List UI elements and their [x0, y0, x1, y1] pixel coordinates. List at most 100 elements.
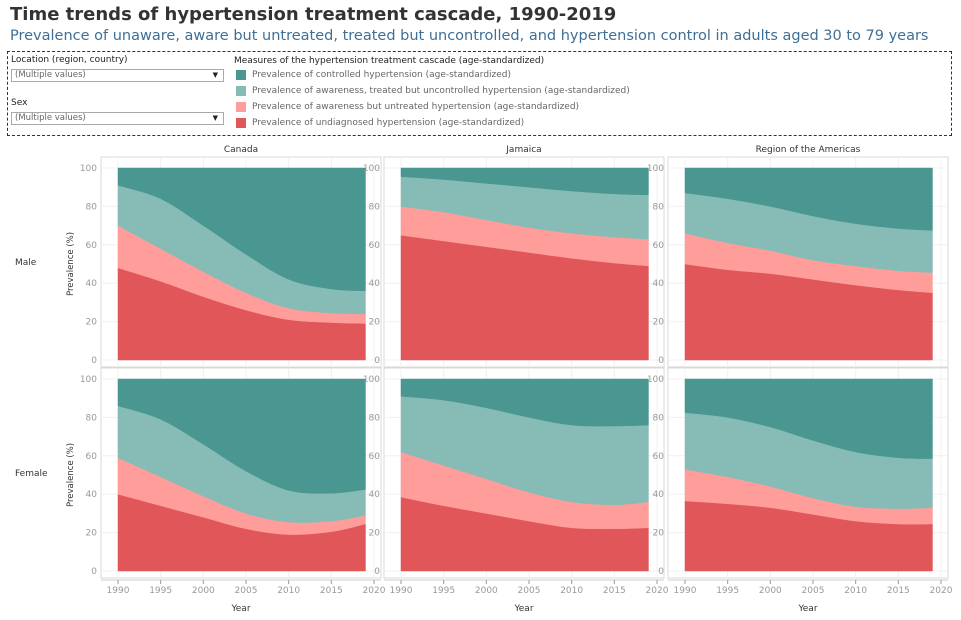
legend-title: Measures of the hypertension treatment c…	[234, 56, 545, 66]
sex-filter-label: Sex	[11, 98, 28, 108]
legend-swatch	[236, 102, 246, 112]
x-tick-label: 1990	[390, 586, 413, 596]
x-axis-title: Year	[797, 604, 817, 614]
legend-swatch	[236, 86, 246, 96]
area-controlled	[400, 378, 649, 427]
y-tick-label: 80	[653, 202, 665, 212]
area-controlled	[117, 167, 366, 292]
legend-swatch	[236, 70, 246, 80]
y-tick-label: 60	[369, 452, 381, 462]
panel-female-region-of-the-americas: 0 20 40 60 80 100 1990 1995 2000 2005 2010 2015 2020…	[647, 367, 953, 614]
y-tick-label: 40	[369, 490, 381, 500]
y-tick-label: 60	[653, 452, 665, 462]
y-axis-title: Prevalence (%)	[66, 232, 76, 296]
legend-item-untreated[interactable]: Prevalence of awareness but untreated hy…	[236, 102, 579, 112]
x-axis-title: Year	[513, 604, 533, 614]
x-tick-label: 2020	[930, 586, 953, 596]
location-filter-label: Location (region, country)	[11, 55, 128, 65]
y-tick-label: 60	[86, 452, 98, 462]
row-header: Male	[15, 258, 37, 268]
x-tick-label: 2020	[363, 586, 386, 596]
y-tick-label: 40	[86, 490, 98, 500]
page-title: Time trends of hypertension treatment ca…	[10, 4, 617, 25]
row-header: Female	[15, 469, 48, 479]
y-tick-label: 40	[369, 279, 381, 289]
area-controlled	[400, 167, 649, 196]
sex-dropdown-value: (Multiple values)	[15, 113, 86, 123]
y-tick-label: 20	[653, 529, 665, 539]
page-subtitle: Prevalence of unaware, aware but untreat…	[10, 28, 929, 44]
x-tick-label: 1990	[674, 586, 697, 596]
y-tick-label: 60	[86, 241, 98, 251]
column-header: Jamaica	[505, 145, 541, 155]
x-tick-label: 2015	[320, 586, 343, 596]
y-tick-label: 20	[86, 529, 98, 539]
y-tick-label: 100	[647, 375, 664, 385]
x-tick-label: 1990	[107, 586, 130, 596]
legend-item-uncontrolled[interactable]: Prevalence of awareness, treated but unc…	[236, 86, 630, 96]
x-tick-label: 2000	[759, 586, 782, 596]
y-tick-label: 60	[369, 241, 381, 251]
column-header: Canada	[224, 145, 258, 155]
panel-male-canada: 0 20 40 60 80 100	[80, 156, 382, 368]
legend-label: Prevalence of awareness but untreated hy…	[252, 102, 580, 112]
y-tick-label: 20	[369, 318, 381, 328]
legend-label: Prevalence of awareness, treated but unc…	[252, 86, 630, 96]
column-header: Region of the Americas	[756, 145, 861, 155]
y-tick-label: 80	[86, 413, 98, 423]
sex-dropdown[interactable]: (Multiple values) ▼	[11, 112, 224, 125]
y-tick-label: 100	[363, 375, 380, 385]
y-tick-label: 100	[647, 164, 664, 174]
x-tick-label: 2020	[646, 586, 669, 596]
y-tick-label: 0	[91, 567, 97, 577]
y-tick-label: 20	[86, 318, 98, 328]
panel-male-jamaica: 0 20 40 60 80 100	[363, 156, 665, 368]
y-tick-label: 100	[80, 375, 97, 385]
x-tick-label: 2010	[560, 586, 583, 596]
y-tick-label: 40	[653, 279, 665, 289]
x-tick-label: 2005	[802, 586, 825, 596]
y-tick-label: 0	[374, 567, 380, 577]
panel-male-region-of-the-americas: 0 20 40 60 80 100	[647, 156, 949, 368]
x-tick-label: 1995	[149, 586, 172, 596]
y-tick-label: 80	[369, 202, 381, 212]
x-tick-label: 2015	[887, 586, 910, 596]
y-tick-label: 0	[658, 356, 664, 366]
y-tick-label: 0	[91, 356, 97, 366]
legend-label: Prevalence of controlled hypertension (a…	[252, 70, 512, 80]
legend-item-undiagnosed[interactable]: Prevalence of undiagnosed hypertension (…	[236, 118, 524, 128]
chevron-down-icon: ▼	[212, 71, 218, 79]
x-tick-label: 1995	[432, 586, 455, 596]
chevron-down-icon: ▼	[212, 114, 218, 122]
filter-panel: Location (region, country) (Multiple val…	[7, 51, 952, 136]
y-tick-label: 100	[80, 164, 97, 174]
legend-swatch	[236, 118, 246, 128]
location-dropdown[interactable]: (Multiple values) ▼	[11, 69, 224, 82]
x-tick-label: 1995	[716, 586, 739, 596]
y-tick-label: 0	[374, 356, 380, 366]
y-tick-label: 60	[653, 241, 665, 251]
x-tick-label: 2005	[518, 586, 541, 596]
x-tick-label: 2010	[277, 586, 300, 596]
area-controlled	[684, 378, 933, 459]
x-tick-label: 2015	[603, 586, 626, 596]
location-dropdown-value: (Multiple values)	[15, 70, 86, 80]
y-tick-label: 20	[369, 529, 381, 539]
y-tick-label: 0	[658, 567, 664, 577]
x-tick-label: 2000	[475, 586, 498, 596]
y-tick-label: 40	[653, 490, 665, 500]
y-tick-label: 80	[369, 413, 381, 423]
x-tick-label: 2005	[235, 586, 258, 596]
y-tick-label: 40	[86, 279, 98, 289]
legend-item-controlled[interactable]: Prevalence of controlled hypertension (a…	[236, 70, 511, 80]
x-tick-label: 2000	[192, 586, 215, 596]
area-controlled	[684, 167, 933, 231]
x-tick-label: 2010	[844, 586, 867, 596]
y-tick-label: 80	[86, 202, 98, 212]
y-axis-title: Prevalence (%)	[66, 443, 76, 507]
y-tick-label: 100	[363, 164, 380, 174]
y-tick-label: 20	[653, 318, 665, 328]
